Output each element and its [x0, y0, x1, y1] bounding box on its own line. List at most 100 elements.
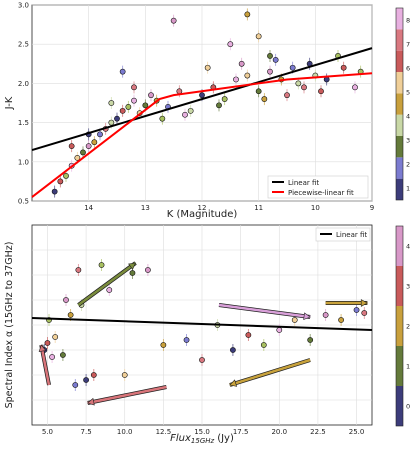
colorbar-tick-label: 7 — [406, 41, 410, 49]
trend-arrow-head — [128, 262, 137, 270]
fit-line — [31, 72, 373, 198]
colorbar-segment — [396, 29, 403, 51]
data-point — [238, 60, 245, 67]
colorbar-segment — [396, 226, 403, 266]
data-point — [97, 131, 103, 138]
y-tick-label: 0.5 — [18, 198, 29, 206]
data-point — [204, 64, 211, 71]
data-point — [57, 178, 64, 185]
data-point — [307, 337, 314, 343]
data-point — [52, 334, 59, 340]
data-point — [80, 149, 86, 156]
x-tick-label: 14 — [84, 204, 93, 212]
data-point — [131, 84, 137, 91]
data-point — [216, 102, 222, 109]
data-point — [119, 107, 126, 114]
x-tick-label: 17.5 — [233, 428, 249, 436]
data-point — [44, 340, 51, 346]
data-point — [129, 270, 136, 276]
y-tick-label: 2.0 — [18, 80, 29, 88]
fit-lines-bottom — [31, 317, 373, 331]
colorbar-segment — [396, 346, 403, 386]
data-point — [267, 53, 273, 59]
colorbar-bottom: 0 1 2 3 4 — [395, 225, 410, 427]
data-point — [106, 287, 113, 293]
x-tick-label: 9 — [370, 204, 374, 212]
data-point — [361, 310, 368, 316]
x-tick-label: 12 — [198, 204, 207, 212]
colorbar-segment — [396, 266, 403, 306]
data-point — [352, 84, 358, 91]
fit-lines-top — [31, 47, 373, 198]
data-point — [51, 188, 58, 195]
y-tick-label: 3.0 — [18, 2, 29, 10]
trend-arrow-head — [360, 299, 368, 307]
colorbar-tick-label: 1 — [406, 363, 410, 371]
y-axis-label-top: J-K — [4, 96, 15, 110]
legend-box-top — [267, 175, 369, 199]
colorbar-segment — [396, 8, 403, 30]
data-point — [72, 382, 79, 388]
x-tick-label: 25.0 — [349, 428, 365, 436]
colorbar-tick-label: 2 — [406, 323, 410, 331]
fit-line — [31, 47, 373, 151]
data-point — [233, 76, 239, 83]
data-point — [227, 41, 234, 48]
trend-arrow-head — [87, 397, 95, 406]
data-point — [160, 342, 167, 348]
colorbar-segment — [396, 93, 403, 115]
data-point — [276, 327, 283, 333]
trend-arrow — [229, 358, 311, 387]
grid-top — [32, 4, 373, 202]
colorbar-tick-label: 4 — [406, 243, 410, 251]
fit-line — [31, 317, 373, 331]
colorbar-segment — [396, 136, 403, 158]
data-point — [75, 267, 82, 273]
data-point — [131, 97, 137, 104]
legend-box-bottom — [315, 227, 371, 242]
data-point — [182, 111, 188, 118]
legend-label-linear-fit: Linear fit — [288, 179, 319, 187]
colorbar-segment — [396, 306, 403, 346]
data-point — [272, 56, 279, 63]
chart-top: 14 13 12 11 10 9 0.51.01.52.02.53.0 K (Magnit… — [4, 2, 410, 221]
data-point — [83, 377, 89, 383]
data-point — [67, 312, 74, 318]
data-point — [142, 102, 149, 109]
x-axis-label-bottom: Flux15GHz (Jy) — [170, 433, 234, 445]
data-point — [295, 80, 302, 87]
colorbar-tick-label: 1 — [406, 185, 410, 193]
data-point — [170, 17, 177, 24]
x-tick-label: 10.0 — [117, 428, 133, 436]
trend-arrow — [218, 303, 311, 319]
x-tick-label: 11 — [254, 204, 263, 212]
data-point — [221, 96, 228, 102]
data-point — [255, 33, 262, 40]
trend-arrow — [40, 344, 51, 386]
trend-arrow-head — [38, 344, 47, 353]
colorbar-segment — [396, 386, 403, 426]
data-point — [121, 372, 128, 378]
trend-arrow-head — [229, 379, 238, 387]
x-tick-label: 12.5 — [156, 428, 172, 436]
data-point — [245, 332, 252, 338]
data-point — [176, 88, 183, 95]
colorbar-frame — [395, 7, 404, 201]
data-point — [338, 317, 344, 323]
colorbar-segment — [396, 72, 403, 94]
colorbar-tick-label: 4 — [406, 113, 410, 121]
data-point — [98, 262, 105, 268]
data-point — [114, 115, 120, 122]
data-point — [68, 143, 75, 150]
data-point — [187, 107, 194, 114]
legend-label-piecewise-fit: Piecewise-linear fit — [288, 189, 354, 197]
data-point — [60, 352, 66, 358]
colorbar-tick-label: 3 — [406, 137, 410, 145]
data-point — [183, 337, 190, 343]
y-tick-label: 2.5 — [18, 41, 29, 49]
data-point — [145, 267, 151, 273]
data-point — [261, 96, 268, 102]
legend-label-linear-fit-bottom: Linear fit — [336, 231, 367, 239]
